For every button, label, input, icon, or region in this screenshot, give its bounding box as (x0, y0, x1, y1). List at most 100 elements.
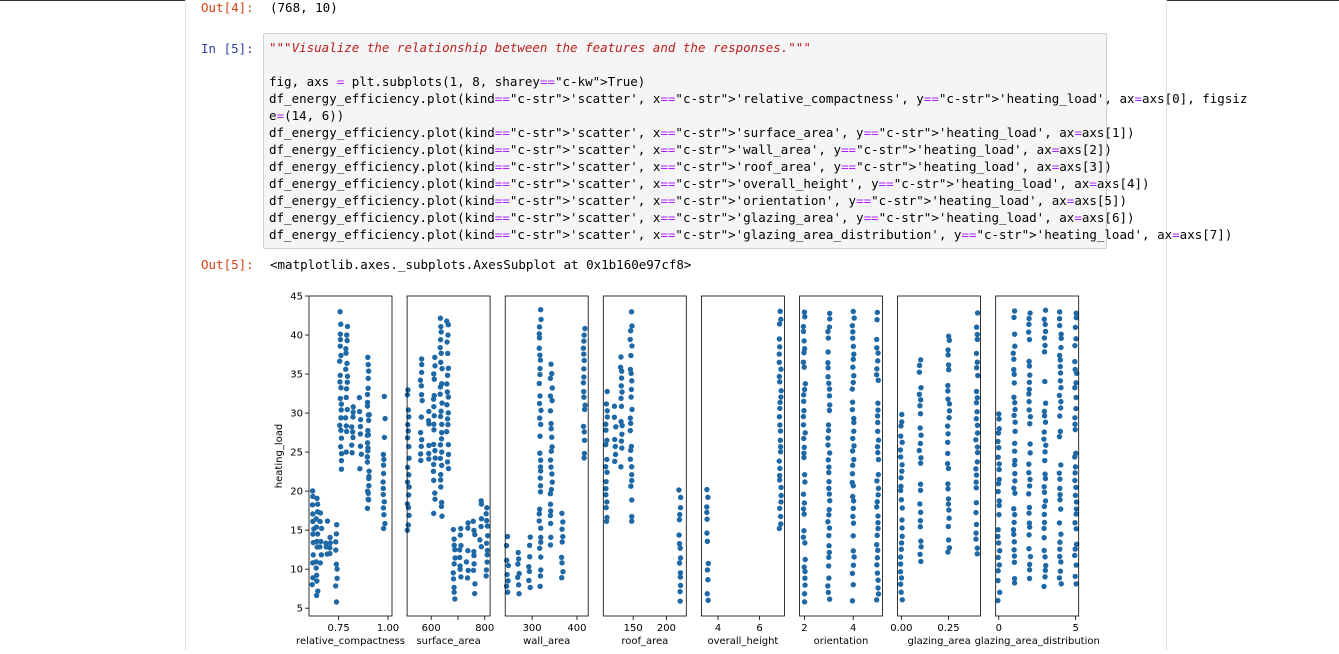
scatter-point (849, 470, 856, 477)
scatter-point (874, 499, 880, 505)
scatter-point (364, 440, 371, 446)
scatter-point (825, 427, 832, 434)
scatter-point (777, 399, 783, 406)
scatter-point (1073, 581, 1079, 587)
scatter-point (313, 559, 319, 565)
scatter-point (438, 484, 444, 490)
scatter-point (437, 413, 444, 420)
code-cell-input[interactable]: """Visualize the relationship between th… (263, 33, 1247, 249)
scatter-point (827, 316, 833, 322)
scatter-point (899, 419, 905, 425)
scatter-point (974, 336, 981, 343)
scatter-point (603, 492, 609, 498)
scatter-point (1041, 408, 1048, 415)
scatter-point (437, 391, 443, 397)
scatter-point (945, 501, 952, 507)
scatter-point (874, 504, 880, 510)
scatter-point (1026, 315, 1032, 322)
scatter-point (381, 511, 387, 518)
scatter-point (430, 468, 437, 475)
scatter-point (946, 415, 952, 421)
scatter-point (437, 442, 444, 448)
scatter-point (527, 584, 533, 591)
scatter-point (437, 337, 444, 343)
scatter-point (1057, 568, 1064, 574)
scatter-point (1058, 331, 1064, 337)
scatter-point (471, 548, 477, 555)
scatter-point (538, 567, 544, 573)
scatter-point (945, 382, 951, 389)
y-tick-label: 45 (290, 292, 303, 303)
scatter-point (1073, 541, 1080, 547)
scatter-point (704, 516, 710, 522)
scatter-point (439, 421, 445, 428)
scatter-point (431, 376, 437, 382)
scatter-point (333, 547, 339, 553)
scatter-point (705, 597, 711, 604)
scatter-point (875, 591, 882, 597)
scatter-point (1012, 406, 1018, 413)
scatter-point (826, 525, 833, 531)
scatter-point (537, 365, 543, 372)
scatter-point (485, 533, 491, 539)
scatter-point (677, 598, 683, 604)
scatter-point (327, 550, 333, 557)
scatter-point (431, 392, 437, 399)
scatter-point (465, 525, 471, 531)
scatter-point (974, 359, 980, 365)
scatter-point (1058, 385, 1064, 391)
scatter-point (850, 533, 856, 539)
scatter-point (356, 394, 363, 401)
scatter-point (917, 397, 924, 403)
scatter-point (364, 459, 371, 465)
scatter-point (582, 402, 588, 408)
scatter-point (826, 485, 832, 492)
axes-frame (897, 295, 981, 617)
scatter-point (825, 335, 832, 341)
scatter-point (357, 465, 363, 472)
scatter-point (405, 522, 411, 528)
scatter-point (873, 597, 880, 603)
scatter-point (917, 425, 923, 431)
scatter-point (777, 405, 783, 412)
scatter-point (800, 534, 807, 540)
scatter-point (431, 421, 437, 427)
scatter-point (995, 568, 1001, 574)
scatter-point (825, 589, 832, 596)
scatter-point (547, 393, 554, 399)
scatter-point (1011, 531, 1017, 538)
scatter-point (1072, 385, 1078, 391)
scatter-point (778, 499, 784, 505)
scatter-point (313, 524, 320, 530)
scatter-point (472, 581, 478, 587)
scatter-point (849, 598, 856, 604)
scatter-point (404, 464, 411, 471)
scatter-point (527, 534, 533, 540)
scatter-point (945, 333, 952, 339)
scatter-point (944, 460, 951, 467)
scatter-point (946, 337, 953, 343)
scatter-point (801, 471, 808, 478)
scatter-point (432, 496, 438, 502)
scatter-point (418, 369, 425, 376)
scatter-point (444, 339, 450, 345)
scatter-point (1042, 419, 1049, 425)
scatter-point (438, 499, 445, 506)
x-tick-label: 2 (801, 623, 807, 634)
scatter-point (478, 523, 484, 530)
scatter-point (1041, 503, 1048, 510)
scatter-point (1072, 573, 1078, 580)
scatter-point (874, 541, 880, 548)
scatter-point (1027, 450, 1033, 456)
scatter-point (602, 464, 609, 470)
scatter-point (974, 331, 980, 338)
scatter-point (381, 456, 387, 463)
scatter-point (629, 323, 635, 329)
x-axis-label: wall_area (523, 636, 570, 647)
x-tick-label: 400 (567, 623, 586, 634)
scatter-point (825, 563, 832, 569)
scatter-point (1057, 405, 1064, 411)
scatter-point (945, 450, 951, 457)
scatter-point (317, 518, 323, 525)
scatter-point (1012, 428, 1018, 435)
